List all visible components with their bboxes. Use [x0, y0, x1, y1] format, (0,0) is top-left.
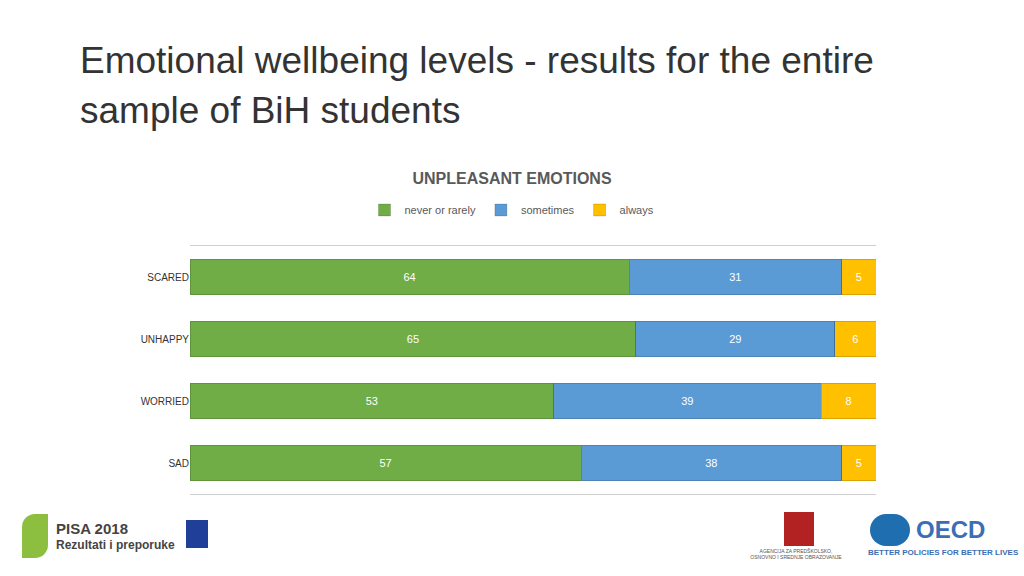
- html-text:Emotional wellbeing levels - r: Emotional wellbeing levels - results for…: [80, 40, 874, 131]
- html-text:BETTER POLICIES FOR BETTER LIV: BETTER POLICIES FOR BETTER LIVES: [868, 548, 1019, 557]
- svg-text:29: 29: [729, 333, 741, 345]
- svg-text:always: always: [620, 204, 654, 216]
- svg-text:WORRIED: WORRIED: [141, 396, 189, 407]
- html-text:PISA 2018: PISA 2018: [56, 520, 128, 537]
- svg-text:SAD: SAD: [168, 458, 189, 469]
- svg-text:5: 5: [856, 457, 862, 469]
- svg-text:UNHAPPY: UNHAPPY: [141, 334, 190, 345]
- svg-text:SCARED: SCARED: [147, 272, 189, 283]
- html-text:Rezultati i preporuke: Rezultati i preporuke: [56, 538, 175, 552]
- svg-text:never or rarely: never or rarely: [405, 204, 476, 216]
- svg-text:UNPLEASANT EMOTIONS: UNPLEASANT EMOTIONS: [412, 170, 611, 187]
- svg-text:64: 64: [403, 271, 415, 283]
- html-text:AGENCIJA ZA PREDŠKOLSKO, OSNOV: AGENCIJA ZA PREDŠKOLSKO, OSNOVNO I SREDN…: [750, 548, 842, 560]
- svg-text:65: 65: [407, 333, 419, 345]
- svg-text:8: 8: [845, 395, 851, 407]
- svg-text:38: 38: [705, 457, 717, 469]
- svg-text:57: 57: [379, 457, 391, 469]
- svg-text:31: 31: [729, 271, 741, 283]
- svg-text:53: 53: [366, 395, 378, 407]
- svg-text:5: 5: [856, 271, 862, 283]
- html-text:OECD: OECD: [916, 516, 986, 543]
- svg-text:sometimes: sometimes: [521, 204, 575, 216]
- svg-text:6: 6: [852, 333, 858, 345]
- svg-text:39: 39: [681, 395, 693, 407]
